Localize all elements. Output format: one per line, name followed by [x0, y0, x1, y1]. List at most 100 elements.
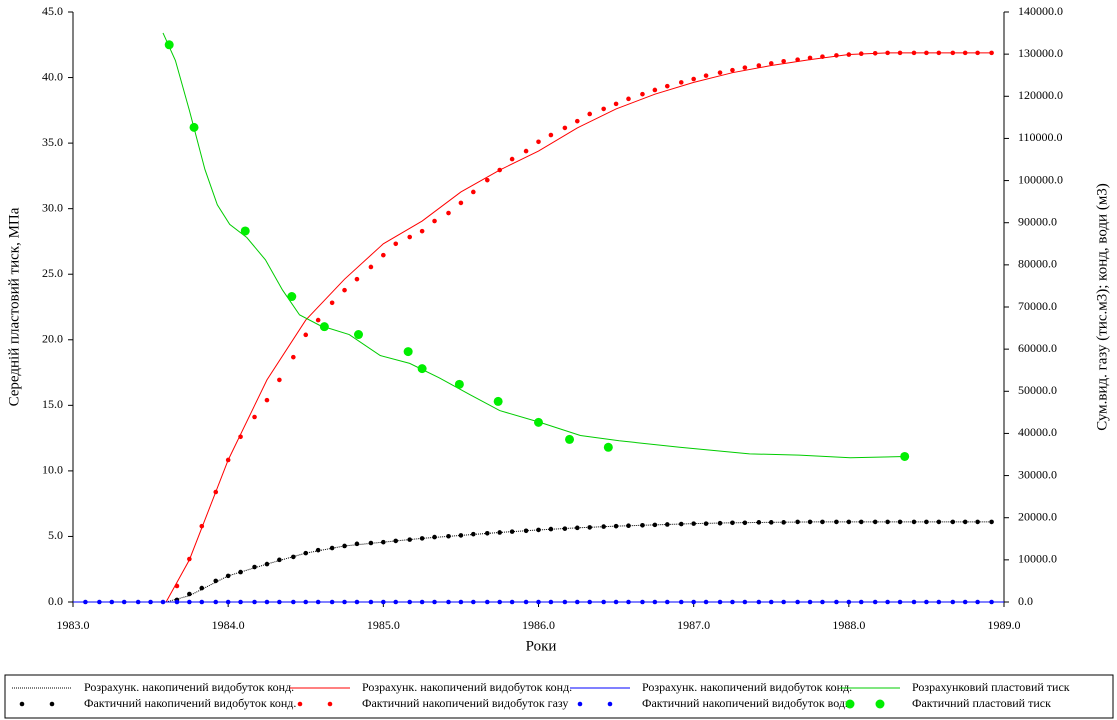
data-point — [768, 520, 774, 525]
data-point — [640, 599, 645, 605]
data-point — [225, 599, 231, 605]
series-line — [165, 52, 992, 603]
data-point — [148, 599, 153, 605]
y2-tick-label: 120000.0 — [1018, 88, 1063, 102]
data-point — [962, 599, 968, 605]
y2-axis-title: Сум.вид. газу (тис.м3); конд, води (м3) — [1094, 183, 1110, 431]
data-point — [315, 599, 321, 605]
data-point — [368, 540, 374, 546]
data-point — [407, 599, 413, 605]
data-point — [652, 522, 658, 528]
data-point — [432, 218, 437, 224]
y2-tick-label: 110000.0 — [1018, 130, 1063, 144]
data-point — [730, 520, 735, 526]
y-axis-title: Середній пластовий тиск, МПа — [6, 207, 22, 406]
data-point — [187, 591, 192, 597]
data-point — [574, 525, 580, 531]
data-point — [534, 417, 543, 427]
data-point — [820, 599, 825, 605]
x-tick-label: 1989.0 — [988, 618, 1021, 632]
data-point — [730, 599, 735, 605]
data-point — [807, 55, 813, 61]
y-tick-label: 35.0 — [42, 135, 63, 149]
data-point — [303, 599, 309, 605]
data-point — [858, 519, 864, 525]
data-point — [329, 545, 335, 551]
data-point — [911, 50, 917, 56]
legend-swatch — [297, 701, 303, 707]
legend-swatch — [19, 701, 25, 707]
data-point — [484, 177, 490, 183]
y2-tick-label: 30000.0 — [1018, 467, 1057, 481]
data-point — [252, 599, 257, 605]
data-point — [432, 599, 437, 605]
y-tick-label: 0.0 — [48, 594, 63, 608]
data-point — [781, 599, 786, 605]
data-point — [213, 599, 219, 605]
data-point — [834, 53, 839, 58]
data-point — [807, 519, 813, 525]
data-point — [240, 226, 250, 236]
data-point — [407, 234, 413, 240]
data-point — [640, 91, 645, 97]
data-point — [950, 50, 956, 56]
data-point — [536, 527, 541, 533]
data-point — [497, 530, 503, 535]
data-point — [897, 519, 903, 525]
data-point — [924, 50, 929, 56]
data-point — [781, 59, 786, 64]
data-point — [264, 397, 270, 403]
data-point — [975, 50, 980, 56]
data-point — [419, 536, 425, 541]
data-point — [419, 599, 425, 605]
data-point — [807, 599, 813, 605]
data-point — [97, 599, 102, 605]
data-point — [587, 525, 593, 530]
data-point — [109, 599, 115, 605]
data-point — [846, 599, 852, 605]
data-point — [509, 156, 515, 162]
data-point — [264, 561, 270, 567]
data-point — [626, 523, 631, 529]
data-point — [626, 599, 631, 605]
y-tick-label: 25.0 — [42, 266, 63, 280]
legend-swatch — [607, 701, 613, 707]
data-point — [885, 599, 890, 605]
data-point — [264, 599, 270, 605]
data-point — [613, 599, 619, 605]
data-point — [238, 434, 243, 440]
data-point — [471, 599, 476, 605]
data-point — [548, 132, 554, 138]
data-point — [820, 54, 825, 59]
data-point — [664, 522, 670, 527]
data-point — [509, 599, 515, 605]
data-point — [975, 599, 980, 605]
y2-tick-label: 130000.0 — [1018, 46, 1063, 60]
y2-tick-label: 140000.0 — [1018, 4, 1063, 18]
data-point — [484, 599, 490, 605]
data-point — [950, 599, 956, 605]
data-point — [678, 80, 684, 85]
data-point — [756, 520, 762, 525]
data-point — [291, 354, 296, 360]
data-point — [446, 533, 451, 539]
data-point — [199, 523, 205, 529]
data-point — [446, 210, 451, 216]
legend-label: Розрахунк. накопичений видобуток конд. — [362, 680, 572, 694]
data-point — [354, 541, 360, 547]
data-point — [846, 519, 852, 525]
data-point — [989, 599, 994, 605]
data-point — [900, 451, 910, 461]
data-point — [924, 599, 929, 605]
data-point — [756, 63, 762, 68]
data-point — [756, 599, 762, 605]
data-point — [885, 50, 890, 56]
data-point — [587, 111, 593, 117]
series-line — [165, 521, 992, 603]
data-point — [691, 521, 696, 526]
data-point — [174, 599, 180, 605]
data-point — [252, 414, 257, 420]
data-point — [419, 228, 425, 234]
data-point — [897, 599, 903, 605]
data-point — [742, 520, 748, 526]
